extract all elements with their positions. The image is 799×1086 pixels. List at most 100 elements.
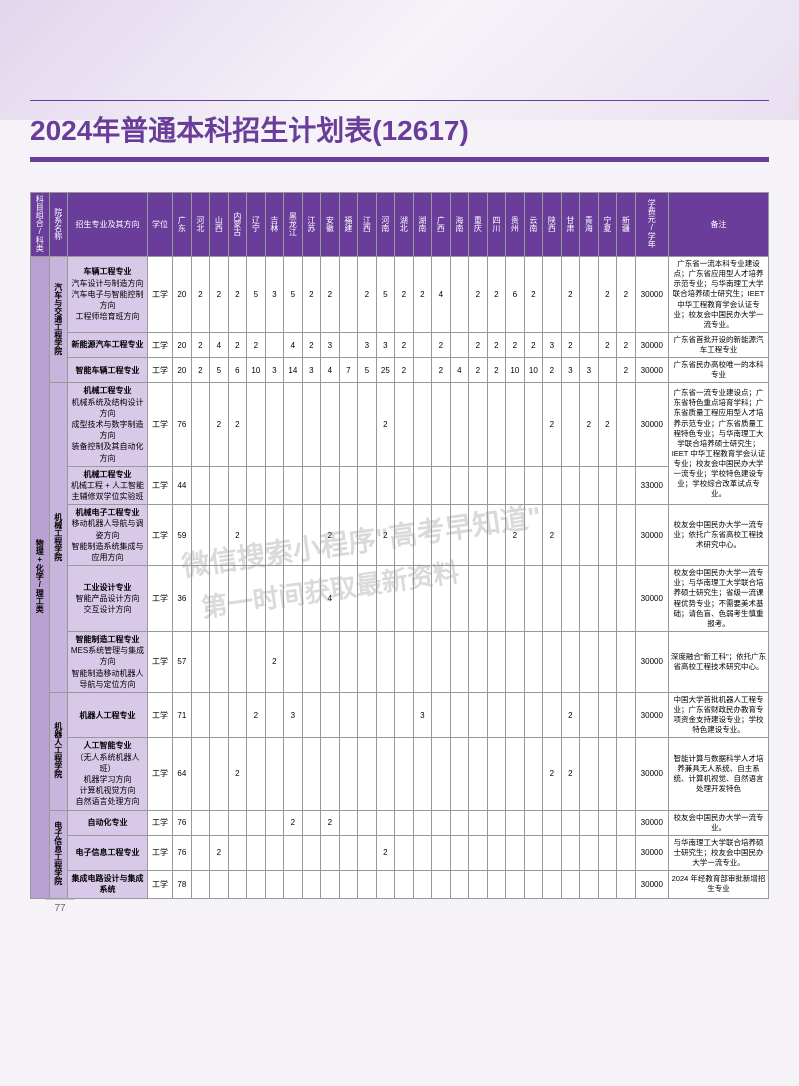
- col-province: 陕西: [543, 193, 562, 257]
- num-cell: 2: [228, 257, 247, 333]
- num-cell: [284, 835, 303, 870]
- tuition-cell: 33000: [635, 466, 668, 505]
- num-cell: [580, 332, 599, 357]
- num-cell: [284, 566, 303, 632]
- num-cell: 2: [561, 257, 580, 333]
- num-cell: [228, 631, 247, 692]
- num-cell: 2: [524, 332, 543, 357]
- col-province: 辽宁: [247, 193, 266, 257]
- col-province: 新疆: [617, 193, 636, 257]
- num-cell: 6: [228, 358, 247, 383]
- num-cell: [598, 738, 617, 810]
- num-cell: 71: [173, 692, 192, 738]
- num-cell: [617, 566, 636, 632]
- num-cell: [561, 566, 580, 632]
- num-cell: [617, 631, 636, 692]
- num-cell: [284, 871, 303, 898]
- num-cell: 2: [598, 332, 617, 357]
- num-cell: 2: [524, 257, 543, 333]
- num-cell: 2: [413, 257, 432, 333]
- note-cell: 校友会中国民办大学一流专业。: [669, 810, 769, 835]
- num-cell: [376, 871, 395, 898]
- num-cell: [339, 692, 358, 738]
- num-cell: [469, 871, 488, 898]
- num-cell: [265, 871, 284, 898]
- num-cell: [358, 810, 377, 835]
- num-cell: [432, 692, 451, 738]
- num-cell: [450, 332, 469, 357]
- num-cell: [302, 466, 321, 505]
- num-cell: [321, 738, 340, 810]
- num-cell: [247, 835, 266, 870]
- num-cell: [339, 466, 358, 505]
- num-cell: [413, 738, 432, 810]
- num-cell: 2: [376, 383, 395, 466]
- col-province: 河南: [376, 193, 395, 257]
- num-cell: [487, 466, 506, 505]
- num-cell: [469, 810, 488, 835]
- num-cell: [339, 738, 358, 810]
- num-cell: 2: [321, 257, 340, 333]
- num-cell: [321, 466, 340, 505]
- num-cell: [228, 466, 247, 505]
- num-cell: [302, 871, 321, 898]
- dept-cell: 电子信息工程学院: [49, 810, 68, 898]
- num-cell: 3: [376, 332, 395, 357]
- tuition-cell: 30000: [635, 505, 668, 566]
- major-cell: 机械工程专业机械工程 + 人工智能主辅修双学位实验班: [68, 466, 148, 505]
- degree-cell: 工学: [148, 358, 173, 383]
- num-cell: 20: [173, 358, 192, 383]
- num-cell: 2: [598, 257, 617, 333]
- num-cell: [450, 692, 469, 738]
- degree-cell: 工学: [148, 738, 173, 810]
- num-cell: [524, 566, 543, 632]
- col-province: 江苏: [302, 193, 321, 257]
- num-cell: 2: [487, 257, 506, 333]
- num-cell: [191, 835, 210, 870]
- col-tuition: 学费元/学年: [635, 193, 668, 257]
- num-cell: [543, 566, 562, 632]
- num-cell: 2: [487, 358, 506, 383]
- title-block: 2024年普通本科招生计划表(12617): [30, 100, 769, 162]
- col-province: 湖北: [395, 193, 414, 257]
- num-cell: [302, 383, 321, 466]
- num-cell: [302, 835, 321, 870]
- num-cell: [339, 383, 358, 466]
- num-cell: [617, 466, 636, 505]
- num-cell: [598, 871, 617, 898]
- degree-cell: 工学: [148, 810, 173, 835]
- num-cell: 2: [543, 358, 562, 383]
- num-cell: [580, 871, 599, 898]
- num-cell: [228, 566, 247, 632]
- num-cell: [580, 466, 599, 505]
- num-cell: 64: [173, 738, 192, 810]
- num-cell: [265, 692, 284, 738]
- num-cell: 2: [617, 332, 636, 357]
- num-cell: [487, 505, 506, 566]
- num-cell: [210, 566, 229, 632]
- col-province: 江西: [358, 193, 377, 257]
- num-cell: [580, 505, 599, 566]
- degree-cell: 工学: [148, 383, 173, 466]
- num-cell: 3: [321, 332, 340, 357]
- num-cell: [376, 810, 395, 835]
- num-cell: [228, 692, 247, 738]
- num-cell: [413, 631, 432, 692]
- num-cell: [191, 505, 210, 566]
- num-cell: [524, 738, 543, 810]
- num-cell: 5: [210, 358, 229, 383]
- num-cell: [487, 566, 506, 632]
- col-province: 福建: [339, 193, 358, 257]
- col-province: 吉林: [265, 193, 284, 257]
- num-cell: 2: [469, 332, 488, 357]
- num-cell: [432, 871, 451, 898]
- num-cell: [284, 631, 303, 692]
- num-cell: [561, 466, 580, 505]
- num-cell: [321, 631, 340, 692]
- num-cell: [432, 466, 451, 505]
- num-cell: [506, 631, 525, 692]
- num-cell: [395, 505, 414, 566]
- num-cell: [210, 871, 229, 898]
- num-cell: 2: [191, 358, 210, 383]
- num-cell: [376, 692, 395, 738]
